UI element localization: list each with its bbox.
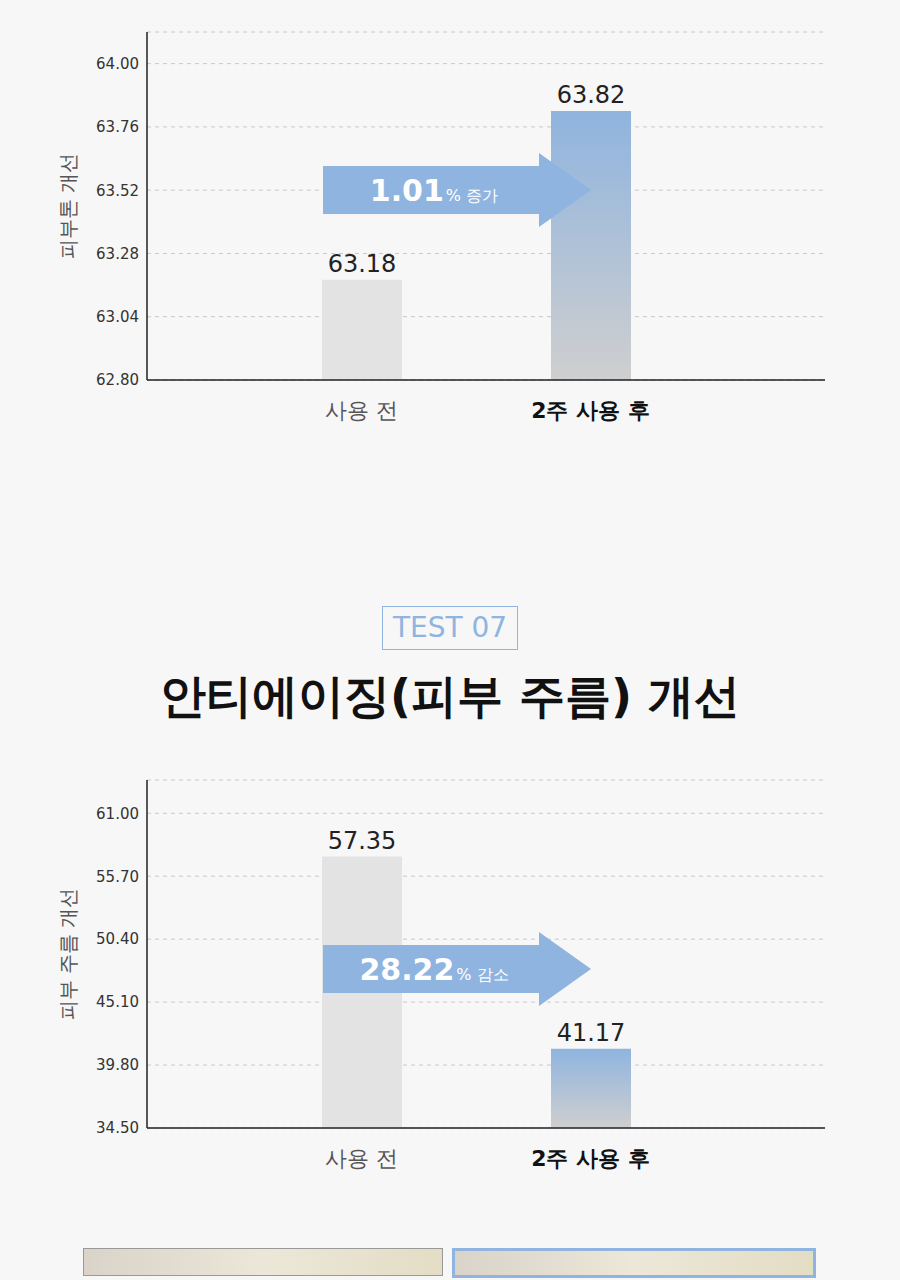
svg-text:45.10: 45.10 [96,993,139,1011]
svg-text:사용 전: 사용 전 [325,1146,398,1171]
html-text:TEST 07: TEST 07 [392,611,508,644]
svg-text:41.17: 41.17 [557,1019,626,1047]
svg-text:63.28: 63.28 [96,245,139,263]
html-text:피부톤 개선: 피부톤 개선 [55,152,80,260]
html-text:안티에이징(피부 주름) 개선: 안티에이징(피부 주름) 개선 [160,669,740,723]
svg-text:50.40: 50.40 [96,930,139,948]
svg-text:62.80: 62.80 [96,371,139,389]
svg-text:34.50: 34.50 [96,1119,139,1137]
svg-text:63.82: 63.82 [557,81,626,109]
svg-text:63.76: 63.76 [96,118,139,136]
html-text:피부 주름 개선: 피부 주름 개선 [55,887,80,1021]
svg-text:55.70: 55.70 [96,868,139,886]
svg-text:61.00: 61.00 [96,805,139,823]
svg-text:28.22% 감소: 28.22% 감소 [359,952,508,987]
svg-text:63.04: 63.04 [96,308,139,326]
svg-text:2주 사용 후: 2주 사용 후 [531,398,650,423]
svg-text:63.52: 63.52 [96,182,139,200]
svg-text:64.00: 64.00 [96,55,139,73]
svg-text:1.01% 증가: 1.01% 증가 [370,173,498,208]
svg-text:63.18: 63.18 [328,250,397,278]
svg-text:39.80: 39.80 [96,1056,139,1074]
svg-text:사용 전: 사용 전 [325,398,398,423]
svg-text:57.35: 57.35 [328,827,397,855]
svg-text:2주 사용 후: 2주 사용 후 [531,1146,650,1171]
